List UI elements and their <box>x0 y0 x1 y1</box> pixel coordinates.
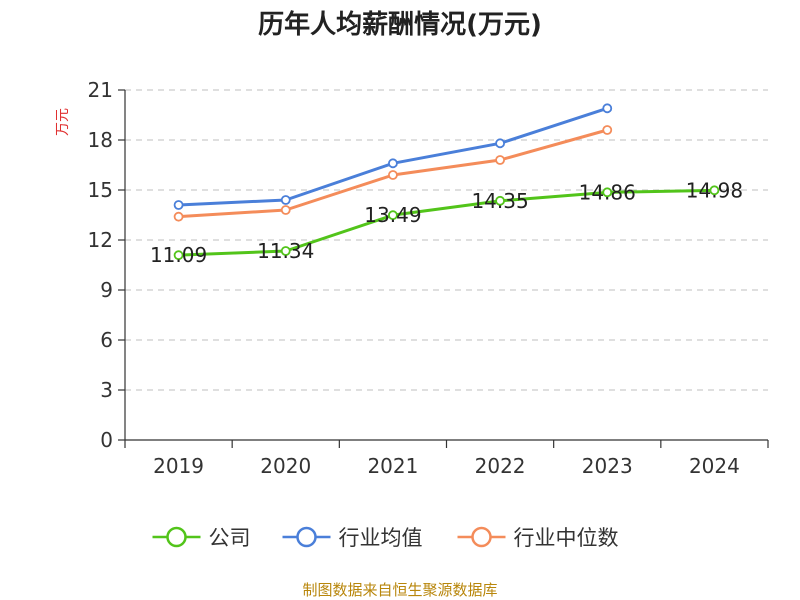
legend-swatch-marker <box>471 526 492 548</box>
data-point <box>602 187 613 198</box>
data-point <box>280 195 291 205</box>
data-point <box>602 125 613 135</box>
data-label: 14.35 <box>471 189 528 213</box>
data-point <box>388 158 398 169</box>
axes: 0 3 6 9 12 15 18 21 2019 2020 2021 2022 2023 2024 <box>88 78 769 478</box>
data-point <box>602 103 613 114</box>
data-point <box>388 170 398 180</box>
data-point <box>173 211 184 222</box>
x-tick-label: 2020 <box>260 454 311 478</box>
x-tick-label: 2022 <box>475 454 526 478</box>
y-axis-unit: 万元 <box>55 108 71 136</box>
x-tick-label: 2021 <box>367 454 418 478</box>
data-label: 14.98 <box>686 178 743 202</box>
data-label: 11.34 <box>257 239 314 263</box>
data-point <box>709 185 720 196</box>
legend-swatch-marker <box>166 526 187 548</box>
series-line-0 <box>178 188 715 257</box>
data-point <box>495 138 505 149</box>
y-tick-label: 15 <box>88 178 113 202</box>
data-label: 11.09 <box>150 243 207 267</box>
y-tick-label: 3 <box>100 378 113 402</box>
x-tick-label: 2024 <box>689 454 740 478</box>
data-point <box>388 210 398 221</box>
data-label: 14.86 <box>579 180 636 204</box>
y-tick-label: 6 <box>100 328 113 352</box>
y-tick-label: 21 <box>88 78 113 102</box>
x-tick-label: 2023 <box>582 454 633 478</box>
x-tick-label: 2019 <box>153 454 204 478</box>
data-labels: 11.09 11.34 13.49 14.35 14.86 14.98 <box>150 178 743 267</box>
legend-swatch-marker <box>296 526 317 548</box>
source-note: 制图数据来自恒生聚源数据库 <box>302 581 497 599</box>
y-tick-label: 12 <box>88 228 113 252</box>
legend-label: 行业中位数 <box>514 526 619 550</box>
legend-label: 公司 <box>209 526 251 550</box>
y-tick-label: 0 <box>100 428 113 452</box>
y-tick-label: 9 <box>100 278 113 302</box>
legend: 公司 行业均值 行业中位数 <box>152 526 619 550</box>
data-point <box>173 200 184 210</box>
data-label: 13.49 <box>364 203 421 227</box>
y-tick-label: 18 <box>88 128 113 152</box>
legend-label: 行业均值 <box>339 526 423 550</box>
data-point <box>280 246 291 256</box>
chart-title: 历年人均薪酬情况(万元) <box>258 9 542 40</box>
data-point <box>280 205 291 215</box>
data-point <box>495 155 505 165</box>
data-point <box>173 250 184 261</box>
data-point <box>495 195 505 206</box>
series-layer <box>173 103 720 261</box>
grid-lines <box>125 89 768 391</box>
